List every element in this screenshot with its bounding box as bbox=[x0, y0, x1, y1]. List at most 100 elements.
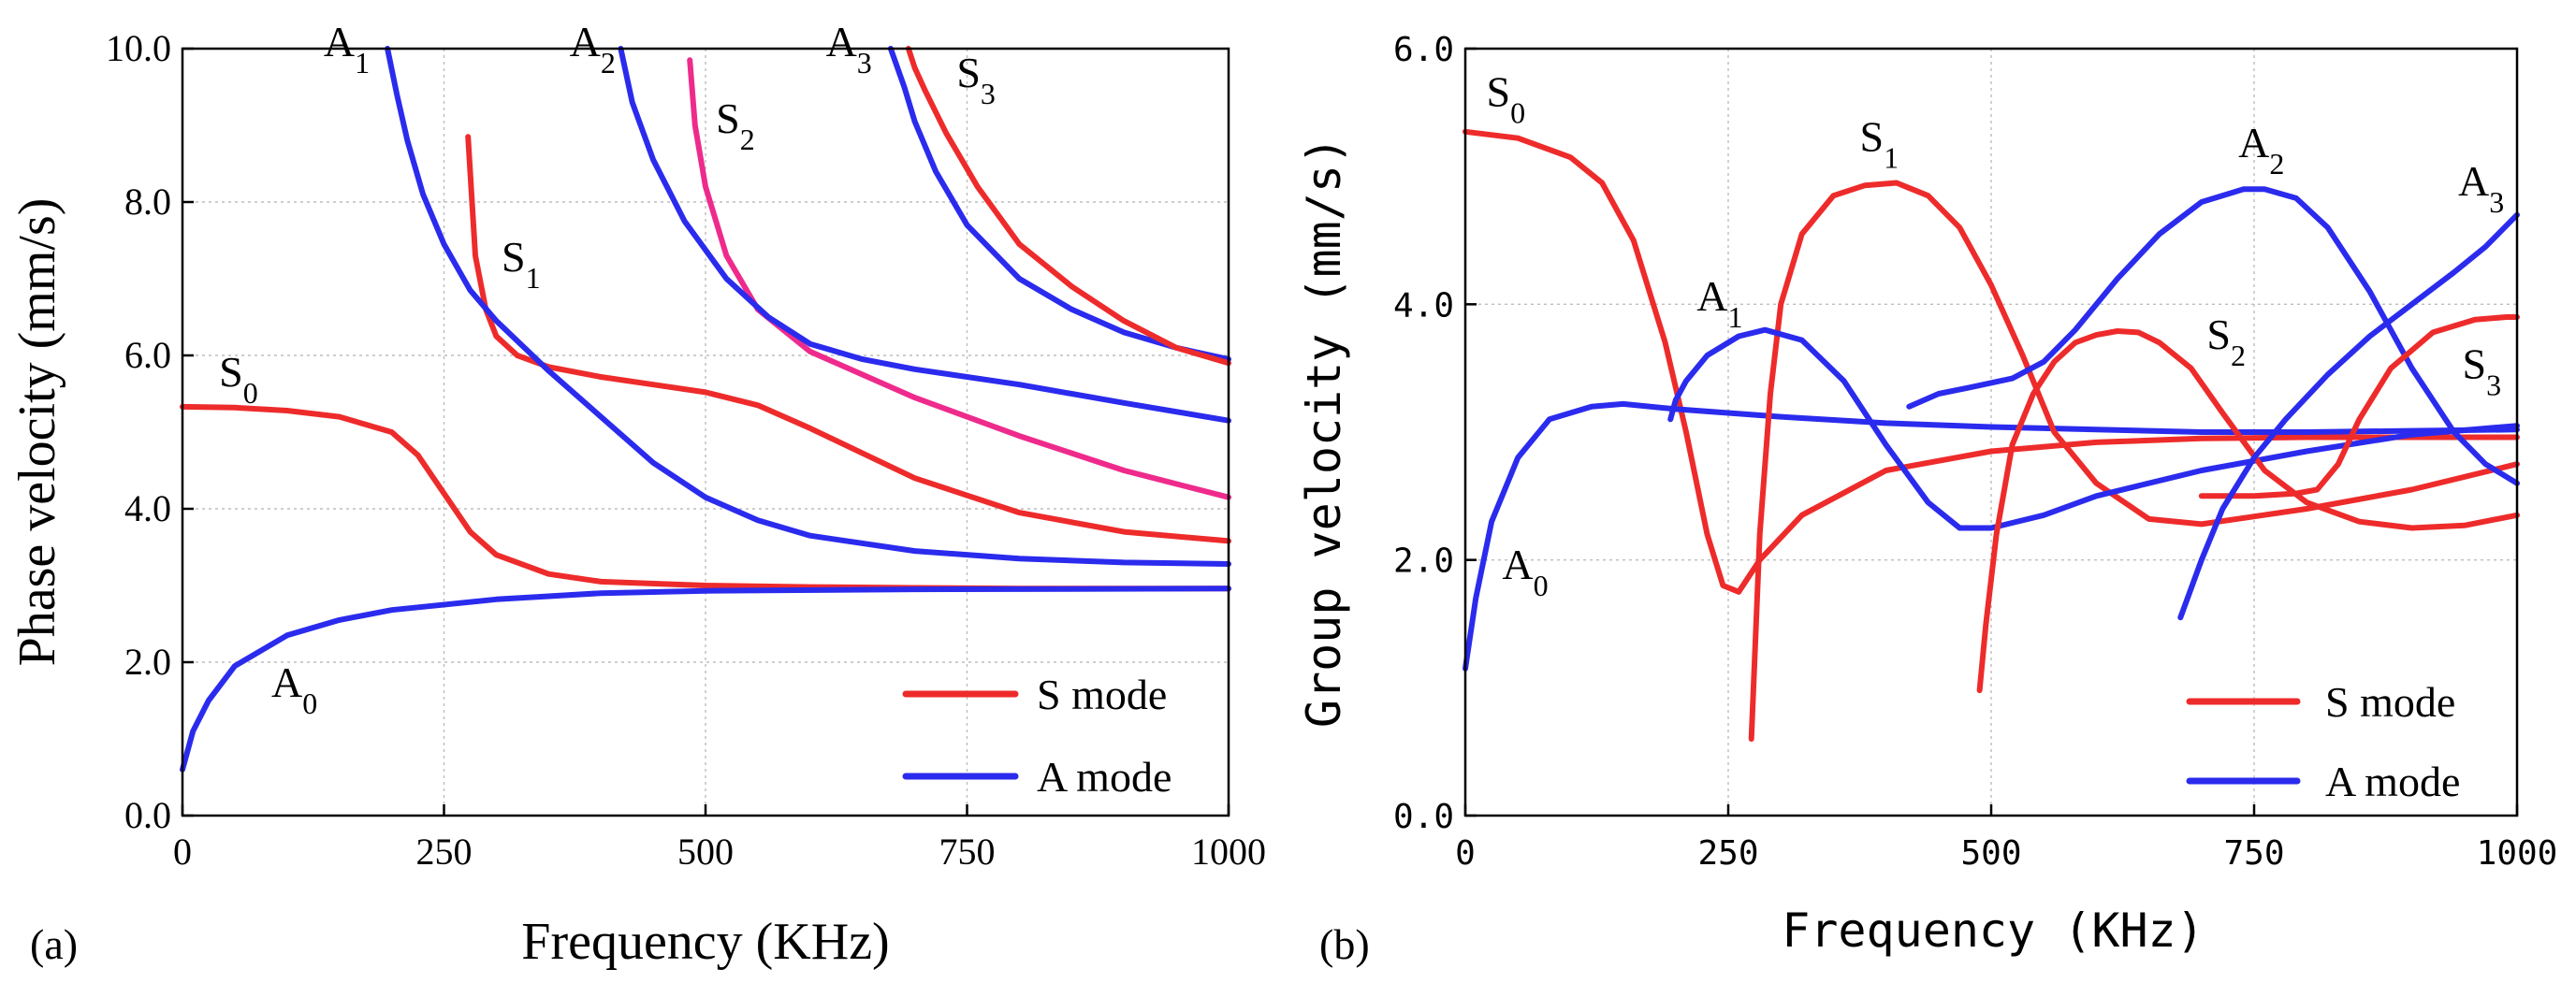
mode-label-base: A bbox=[271, 658, 302, 706]
mode-label-base: A bbox=[1502, 541, 1533, 588]
legend: S mode A mode bbox=[2186, 678, 2460, 805]
y-axis-title: Group velocity (mm/s) bbox=[1297, 137, 1351, 728]
x-tick-label: 1000 bbox=[1191, 831, 1266, 873]
mode-label-a0: A0 bbox=[1502, 541, 1548, 602]
y-tick-label: 10.0 bbox=[106, 27, 171, 69]
mode-label-subscript: 3 bbox=[2489, 185, 2504, 219]
y-tick-label: 4.0 bbox=[1393, 286, 1454, 325]
y-axis-title: Phase velocity (mm/s) bbox=[8, 198, 66, 667]
mode-label-subscript: 1 bbox=[526, 261, 541, 295]
series-line-s3 bbox=[905, 46, 1231, 367]
mode-label-base: S bbox=[502, 233, 526, 281]
x-tick-label: 250 bbox=[416, 831, 473, 873]
series-line-a3 bbox=[887, 46, 1231, 363]
mode-label-base: A bbox=[2238, 119, 2269, 166]
series-line-s1 bbox=[1748, 180, 2520, 742]
legend-label: S mode bbox=[1037, 671, 1167, 718]
mode-label-subscript: 0 bbox=[1510, 96, 1525, 130]
mode-label-base: S bbox=[716, 94, 740, 142]
mode-label-s3: S3 bbox=[956, 49, 996, 110]
y-tick-label: 6.0 bbox=[124, 334, 171, 376]
mode-label-s3: S3 bbox=[2463, 340, 2502, 402]
mode-label-base: A bbox=[570, 18, 601, 65]
mode-label-s1: S1 bbox=[1860, 112, 1899, 174]
mode-label-base: S bbox=[2206, 311, 2231, 358]
mode-label-base: S bbox=[956, 49, 981, 96]
mode-label-subscript: 3 bbox=[2486, 369, 2501, 402]
x-tick-label: 750 bbox=[939, 831, 996, 873]
series-line-a2 bbox=[618, 46, 1231, 424]
x-tick-label: 250 bbox=[1697, 834, 1758, 873]
mode-label-subscript: 3 bbox=[857, 46, 872, 80]
mode-label-s2: S2 bbox=[716, 94, 755, 156]
mode-label-base: S bbox=[1860, 112, 1885, 160]
x-tick-label: 0 bbox=[1455, 834, 1476, 873]
legend-label: S mode bbox=[2325, 678, 2455, 726]
series-group bbox=[180, 46, 1231, 773]
group-velocity-chart: 0 250 500 750 1000 0.0 2.0 4.0 6.0 Frequency (KHz… bbox=[1297, 31, 2557, 968]
legend-label: A mode bbox=[1037, 753, 1172, 801]
mode-label-base: S bbox=[219, 348, 243, 396]
phase-velocity-chart: 0 250 500 750 1000 0.0 2.0 4.0 6.0 8.0 10.0 Frequen… bbox=[8, 18, 1266, 971]
panel-label: (a) bbox=[30, 920, 78, 968]
series-group bbox=[1463, 128, 2520, 742]
panel-label: (b) bbox=[1319, 920, 1370, 968]
mode-label-subscript: 1 bbox=[1884, 140, 1899, 174]
mode-label-subscript: 2 bbox=[601, 46, 616, 80]
mode-label-a1: A1 bbox=[1696, 272, 1742, 334]
mode-label-s0: S0 bbox=[219, 348, 258, 410]
legend-label: A mode bbox=[2325, 758, 2460, 805]
mode-label-subscript: 1 bbox=[355, 46, 370, 80]
mode-label-subscript: 3 bbox=[981, 77, 996, 110]
x-tick-label: 500 bbox=[1960, 834, 2021, 873]
series-line-s2 bbox=[1976, 328, 2520, 694]
mode-label-a0: A0 bbox=[271, 658, 317, 720]
series-line-s0 bbox=[1463, 128, 2520, 595]
x-tick-label: 0 bbox=[173, 831, 192, 873]
series-line-a2 bbox=[1906, 186, 2520, 486]
mode-label-subscript: 2 bbox=[740, 123, 755, 156]
mode-label-subscript: 2 bbox=[2231, 339, 2246, 372]
series-line-a1 bbox=[385, 46, 1231, 567]
mode-label-a2: A2 bbox=[2238, 119, 2284, 181]
series-line-a0 bbox=[180, 585, 1231, 773]
series-line-s2 bbox=[687, 57, 1231, 500]
mode-label-a3: A3 bbox=[826, 18, 872, 80]
mode-label-a3: A3 bbox=[2458, 157, 2504, 219]
mode-label-s0: S0 bbox=[1486, 68, 1525, 130]
series-line-s3 bbox=[2198, 314, 2520, 499]
mode-label-base: A bbox=[826, 18, 857, 65]
y-tick-label: 8.0 bbox=[124, 181, 171, 223]
x-tick-label: 750 bbox=[2223, 834, 2284, 873]
mode-label-subscript: 0 bbox=[243, 376, 258, 410]
series-line-a0 bbox=[1463, 400, 2520, 672]
y-tick-label: 4.0 bbox=[124, 487, 171, 529]
mode-label-subscript: 0 bbox=[1534, 569, 1549, 602]
mode-label-base: A bbox=[1696, 272, 1727, 320]
x-tick-label: 500 bbox=[677, 831, 734, 873]
y-tick-label: 0.0 bbox=[1393, 798, 1454, 836]
y-tick-label: 2.0 bbox=[124, 641, 171, 683]
mode-label-base: S bbox=[2463, 340, 2487, 388]
x-tick-label: 1000 bbox=[2477, 834, 2558, 873]
mode-label-a1: A1 bbox=[324, 18, 370, 80]
x-axis-title: Frequency (KHz) bbox=[1782, 903, 2205, 958]
mode-label-s2: S2 bbox=[2206, 311, 2246, 372]
mode-label-s1: S1 bbox=[502, 233, 541, 295]
series-line-a3 bbox=[2177, 211, 2520, 621]
mode-label-base: S bbox=[1486, 68, 1510, 116]
legend: S mode A mode bbox=[902, 671, 1172, 801]
y-tick-label: 0.0 bbox=[124, 794, 171, 836]
series-line-a1 bbox=[1667, 326, 2520, 531]
mode-label-base: A bbox=[324, 18, 355, 65]
mode-label-a2: A2 bbox=[570, 18, 616, 80]
series-line-s1 bbox=[465, 134, 1231, 544]
mode-label-subscript: 0 bbox=[302, 687, 317, 720]
y-tick-label: 6.0 bbox=[1393, 31, 1454, 69]
x-axis-title: Frequency (KHz) bbox=[521, 913, 889, 971]
y-tick-label: 2.0 bbox=[1393, 542, 1454, 581]
mode-label-base: A bbox=[2458, 157, 2489, 205]
mode-label-subscript: 2 bbox=[2269, 147, 2284, 181]
mode-label-subscript: 1 bbox=[1728, 300, 1743, 334]
